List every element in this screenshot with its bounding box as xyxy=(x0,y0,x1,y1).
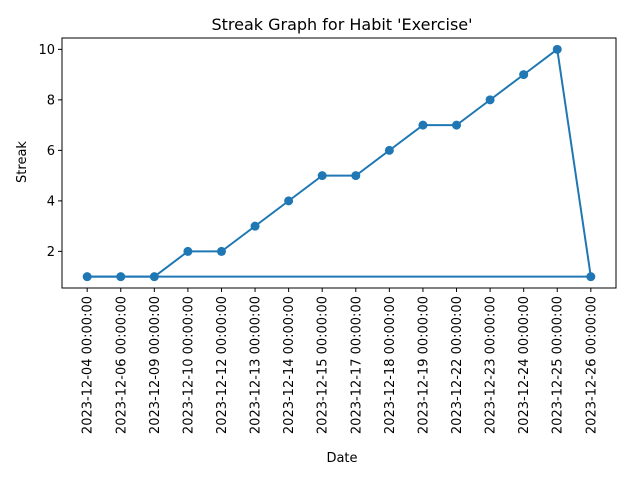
data-point xyxy=(183,246,193,256)
data-point xyxy=(485,95,495,105)
data-point xyxy=(418,120,428,130)
x-tick-label: 2023-12-17 00:00:00 xyxy=(349,296,364,434)
data-point xyxy=(452,120,462,130)
y-axis: 2 4 6 8 10 xyxy=(38,43,62,260)
plot-area xyxy=(61,37,617,289)
series-line xyxy=(87,48,592,278)
y-tick-label: 2 xyxy=(47,245,55,260)
y-tick-label: 8 xyxy=(47,93,55,108)
x-tick-label: 2023-12-04 00:00:00 xyxy=(81,296,96,434)
y-tick-label: 6 xyxy=(47,144,55,159)
data-point xyxy=(519,70,529,80)
data-point xyxy=(586,272,596,282)
x-tick-label: 2023-12-10 00:00:00 xyxy=(181,296,196,434)
y-tick-label: 10 xyxy=(38,43,55,58)
data-point xyxy=(552,44,562,54)
x-tick-label: 2023-12-06 00:00:00 xyxy=(114,296,129,434)
x-tick-label: 2023-12-19 00:00:00 xyxy=(416,296,431,434)
data-point xyxy=(116,272,126,282)
x-tick-label: 2023-12-15 00:00:00 xyxy=(316,296,331,434)
plot-frame xyxy=(61,37,617,289)
x-tick-label: 2023-12-13 00:00:00 xyxy=(249,296,264,434)
x-axis-label: Date xyxy=(326,451,357,466)
chart-title: Streak Graph for Habit 'Exercise' xyxy=(211,15,472,34)
data-point xyxy=(82,272,92,282)
x-tick-label: 2023-12-26 00:00:00 xyxy=(584,296,599,434)
x-tick-label: 2023-12-25 00:00:00 xyxy=(551,296,566,434)
x-tick-label: 2023-12-22 00:00:00 xyxy=(450,296,465,434)
series-layer xyxy=(82,44,596,282)
x-tick-label: 2023-12-24 00:00:00 xyxy=(517,296,532,434)
data-point xyxy=(317,171,327,181)
data-point xyxy=(250,221,260,231)
x-tick-label: 2023-12-14 00:00:00 xyxy=(282,296,297,434)
x-tick-label: 2023-12-23 00:00:00 xyxy=(484,296,499,434)
data-point xyxy=(216,246,226,256)
y-tick-label: 4 xyxy=(47,194,55,209)
data-point xyxy=(284,196,294,206)
x-axis: 2023-12-04 00:00:00 2023-12-06 00:00:00 20… xyxy=(81,288,599,434)
x-tick-label: 2023-12-09 00:00:00 xyxy=(148,296,163,434)
data-point xyxy=(351,171,361,181)
x-tick-label: 2023-12-18 00:00:00 xyxy=(383,296,398,434)
x-tick-label: 2023-12-12 00:00:00 xyxy=(215,296,230,434)
y-axis-label: Streak xyxy=(15,141,30,183)
data-point xyxy=(149,272,159,282)
data-point xyxy=(384,145,394,155)
